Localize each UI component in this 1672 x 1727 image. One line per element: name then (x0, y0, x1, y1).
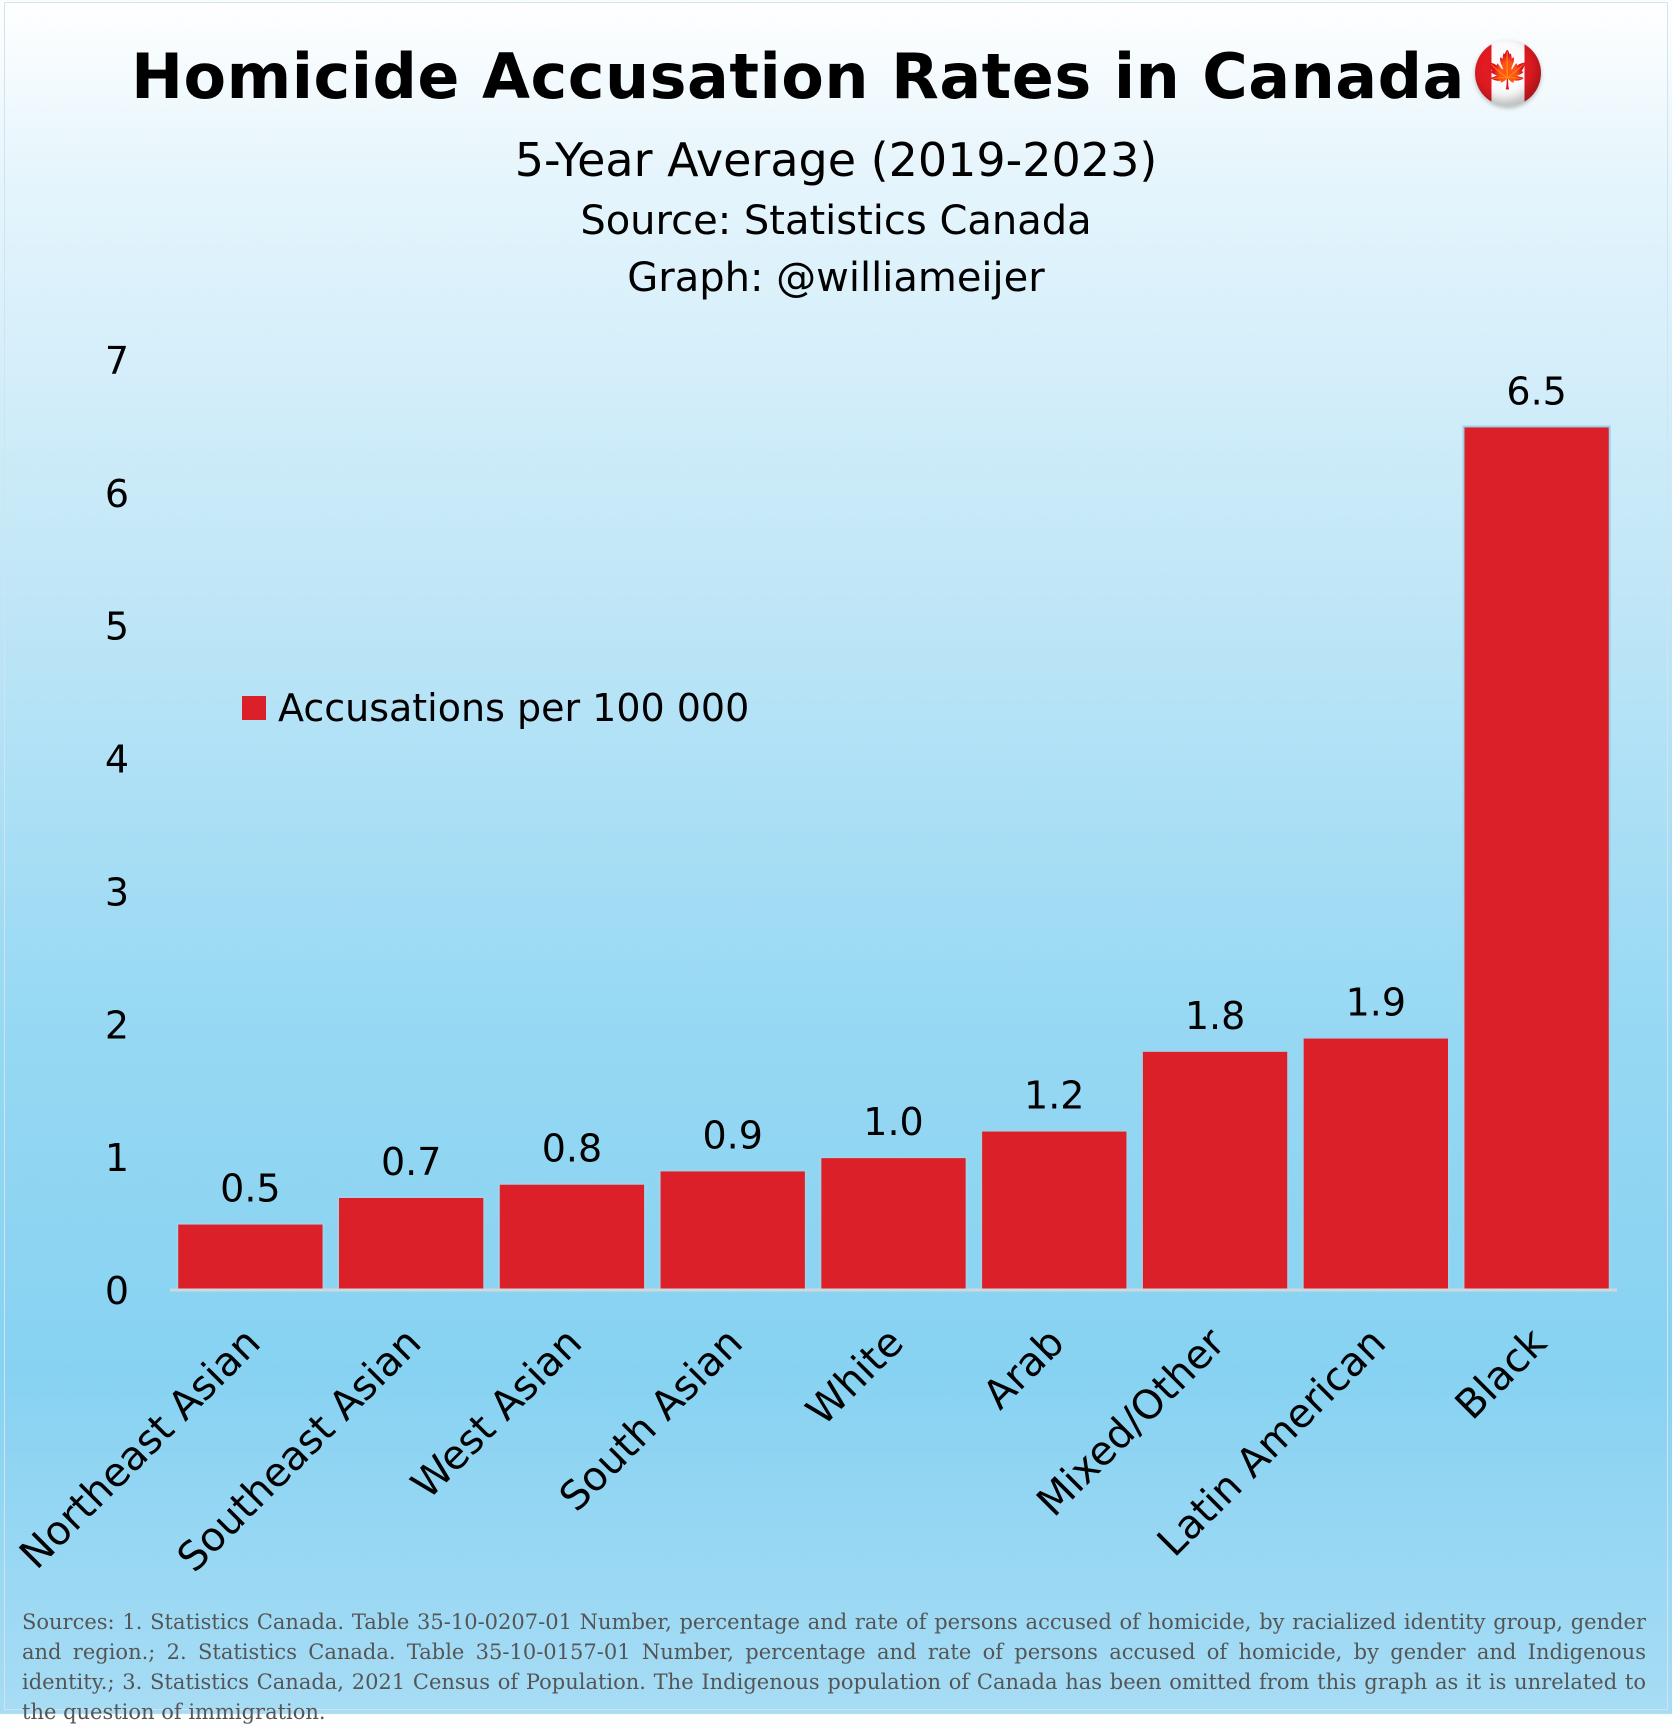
legend-swatch (242, 696, 266, 720)
bar (176, 1222, 325, 1291)
y-tick-label: 0 (105, 1269, 129, 1313)
bar (658, 1169, 807, 1292)
chart-title: Homicide Accusation Rates in Canada (131, 40, 1465, 113)
sources-footnote: Sources: 1. Statistics Canada. Table 35-… (22, 1610, 1646, 1724)
chart-frame (4, 2, 1668, 1710)
legend-label: Accusations per 100 000 (278, 686, 750, 730)
credit-line: Graph: @williameijer (627, 255, 1045, 301)
bar-value-label: 0.5 (220, 1167, 280, 1211)
bar (1301, 1036, 1450, 1291)
legend: Accusations per 100 000 (242, 686, 749, 730)
y-tick-label: 4 (105, 738, 129, 782)
bar-value-label: 1.8 (1185, 994, 1245, 1038)
bar (497, 1182, 647, 1291)
x-category-label: White (798, 1320, 913, 1435)
chart-subtitle: 5-Year Average (2019-2023) (514, 133, 1158, 187)
x-category-label: Black (1447, 1319, 1557, 1429)
bar (337, 1196, 486, 1291)
bar-value-label: 0.7 (381, 1140, 441, 1184)
y-tick-label: 6 (105, 472, 129, 516)
source-line: Source: Statistics Canada (580, 198, 1092, 244)
bar (1462, 425, 1611, 1291)
y-tick-label: 7 (105, 339, 129, 383)
chart-title-block: Homicide Accusation Rates in Canada 🍁 (0, 40, 1672, 113)
y-tick-label: 1 (105, 1136, 129, 1180)
bar (980, 1129, 1129, 1291)
bar-value-label: 1.2 (1024, 1074, 1084, 1118)
canada-flag-icon: 🍁 (1474, 40, 1541, 106)
bar-value-label: 1.0 (863, 1100, 923, 1144)
y-tick-label: 5 (105, 605, 129, 649)
bar-value-label: 0.8 (542, 1127, 602, 1171)
bar-value-label: 1.9 (1346, 981, 1406, 1025)
bar (819, 1156, 968, 1291)
y-tick-label: 3 (105, 870, 129, 914)
x-category-label: Arab (975, 1320, 1074, 1419)
bar-value-label: 6.5 (1506, 369, 1566, 413)
bar-value-label: 0.9 (703, 1113, 763, 1157)
y-tick-label: 2 (105, 1003, 129, 1047)
bar (1140, 1049, 1290, 1292)
